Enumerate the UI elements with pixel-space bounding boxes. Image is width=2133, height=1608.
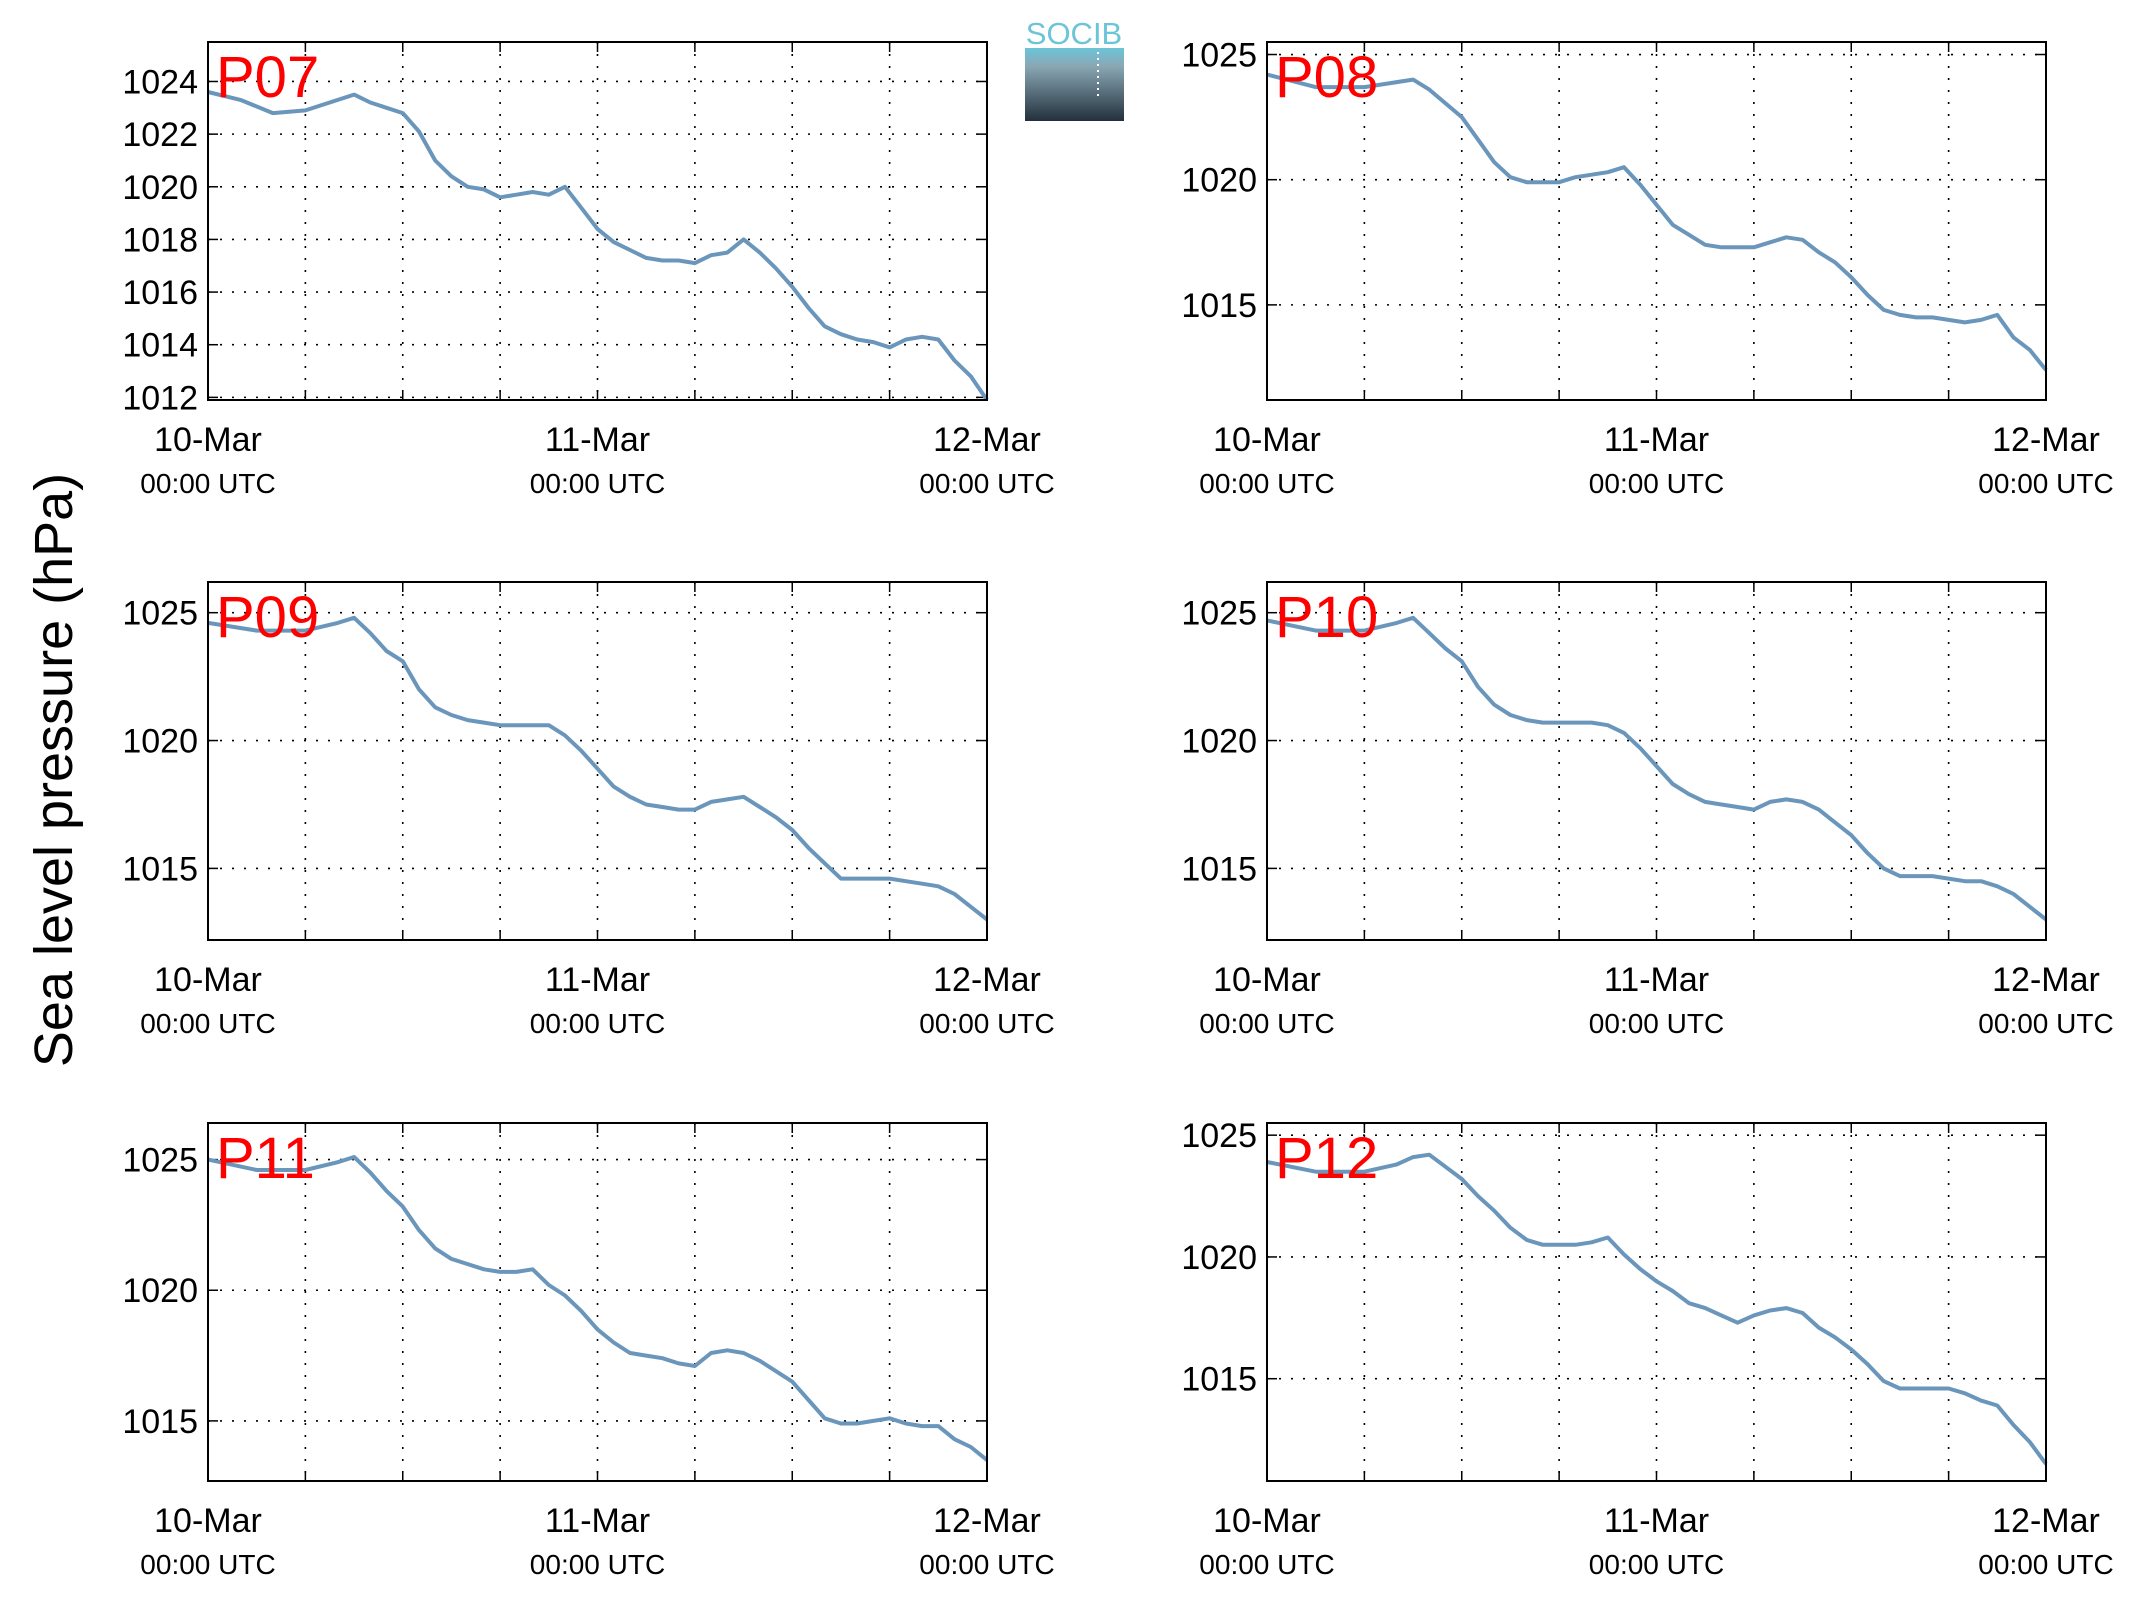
x-tick-label: 10-Mar [1213, 961, 1321, 999]
y-tick-label: 1025 [1181, 37, 1257, 75]
y-tick-label: 1020 [1181, 1239, 1257, 1277]
panel-label: P09 [216, 585, 319, 650]
x-tick-label: 12-Mar [1992, 961, 2100, 999]
series-line [1266, 1152, 2048, 1466]
panel-label: P08 [1275, 45, 1378, 110]
y-tick-label: 1020 [122, 1272, 198, 1310]
x-tick-sublabel: 00:00 UTC [919, 468, 1054, 499]
y-tick-label: 1015 [1181, 287, 1257, 325]
panel-p12: 1015 1020 1025 10-Mar 00:00 UTC 11-Mar 00:00 U… [1181, 1117, 2113, 1580]
x-tick-sublabel: 00:00 UTC [140, 1549, 275, 1580]
series-line [1266, 615, 2048, 922]
x-tick-sublabel: 00:00 UTC [1199, 1008, 1334, 1039]
series-line [207, 615, 989, 922]
y-tick-label: 1014 [122, 327, 198, 365]
x-tick-label: 10-Mar [154, 421, 262, 459]
x-tick-label: 10-Mar [154, 1502, 262, 1540]
y-tick-label: 1015 [122, 1403, 198, 1441]
y-tick-label: 1020 [122, 169, 198, 207]
y-axis-label: Sea level pressure (hPa) [24, 473, 84, 1067]
x-tick-label: 12-Mar [1992, 421, 2100, 459]
y-tick-label: 1020 [1181, 723, 1257, 761]
panel-label: P11 [216, 1126, 315, 1191]
plot-frame [1266, 1122, 2047, 1482]
plot-frame [1266, 581, 2047, 941]
y-tick-label: 1020 [122, 723, 198, 761]
x-tick-label: 12-Mar [1992, 1502, 2100, 1540]
plot-frame [207, 41, 988, 401]
socib-logo: SOCIB [1025, 16, 1124, 121]
plot-area [1267, 1123, 2046, 1481]
y-tick-label: 1022 [122, 116, 198, 154]
series-line [207, 1155, 989, 1462]
x-tick-sublabel: 00:00 UTC [530, 1549, 665, 1580]
panel-label: P12 [1275, 1126, 1378, 1191]
y-tick-label: 1025 [1181, 1117, 1257, 1155]
x-tick-sublabel: 00:00 UTC [919, 1549, 1054, 1580]
x-tick-sublabel: 00:00 UTC [1978, 468, 2113, 499]
y-tick-label: 1025 [1181, 595, 1257, 633]
panel-p10: 1015 1020 1025 10-Mar 00:00 UTC 11-Mar 00:00 U… [1181, 581, 2114, 1039]
y-tick-label: 1018 [122, 221, 198, 259]
x-tick-sublabel: 00:00 UTC [1978, 1008, 2113, 1039]
y-tick-label: 1015 [122, 850, 198, 888]
x-tick-label: 12-Mar [933, 961, 1041, 999]
plot-area [1267, 42, 2046, 400]
x-tick-label: 11-Mar [1604, 421, 1709, 459]
x-tick-sublabel: 00:00 UTC [1199, 1549, 1334, 1580]
plot-frame [1266, 41, 2047, 401]
series-line [207, 90, 989, 402]
x-tick-sublabel: 00:00 UTC [1978, 1549, 2113, 1580]
x-tick-label: 11-Mar [545, 961, 650, 999]
panel-p07: 1012 1014 1016 1018 1020 1022 1024 10-Mar 00:00 … [122, 41, 1055, 499]
y-tick-label: 1024 [122, 63, 198, 101]
plot-area [208, 42, 987, 400]
panel-label: P07 [216, 45, 319, 110]
x-tick-sublabel: 00:00 UTC [140, 1008, 275, 1039]
x-tick-label: 12-Mar [933, 1502, 1041, 1540]
x-tick-sublabel: 00:00 UTC [530, 1008, 665, 1039]
y-tick-label: 1020 [1181, 162, 1257, 200]
series-line [1266, 72, 2048, 372]
x-tick-label: 11-Mar [545, 1502, 650, 1540]
y-tick-label: 1025 [122, 1142, 198, 1180]
plot-frame [207, 581, 988, 941]
x-tick-label: 12-Mar [933, 421, 1041, 459]
plot-area [208, 582, 987, 940]
x-tick-label: 11-Mar [1604, 961, 1709, 999]
x-tick-sublabel: 00:00 UTC [140, 468, 275, 499]
y-tick-label: 1015 [1181, 850, 1257, 888]
panel-p09: 1015 1020 1025 10-Mar 00:00 UTC 11-Mar 00:00 U… [122, 581, 1055, 1039]
plot-area [1267, 582, 2046, 940]
y-tick-label: 1012 [122, 379, 198, 417]
x-tick-sublabel: 00:00 UTC [1199, 468, 1334, 499]
x-tick-sublabel: 00:00 UTC [530, 468, 665, 499]
x-tick-sublabel: 00:00 UTC [1589, 468, 1724, 499]
x-tick-label: 11-Mar [545, 421, 650, 459]
y-tick-label: 1015 [1181, 1361, 1257, 1399]
panel-p11: 1015 1020 1025 10-Mar 00:00 UTC 11-Mar 00:00 U… [122, 1122, 1055, 1580]
y-tick-label: 1025 [122, 595, 198, 633]
plot-frame [207, 1122, 988, 1482]
x-tick-sublabel: 00:00 UTC [919, 1008, 1054, 1039]
x-tick-label: 10-Mar [1213, 421, 1321, 459]
x-tick-label: 10-Mar [154, 961, 262, 999]
x-tick-label: 10-Mar [1213, 1502, 1321, 1540]
x-tick-label: 11-Mar [1604, 1502, 1709, 1540]
socib-logo-text: SOCIB [1026, 16, 1122, 51]
panel-p08: 1015 1020 1025 10-Mar 00:00 UTC 11-Mar 00:00 U… [1181, 37, 2113, 499]
y-tick-label: 1016 [122, 274, 198, 312]
x-tick-sublabel: 00:00 UTC [1589, 1549, 1724, 1580]
panel-label: P10 [1275, 585, 1378, 650]
x-tick-sublabel: 00:00 UTC [1589, 1008, 1724, 1039]
plot-area [208, 1123, 987, 1481]
